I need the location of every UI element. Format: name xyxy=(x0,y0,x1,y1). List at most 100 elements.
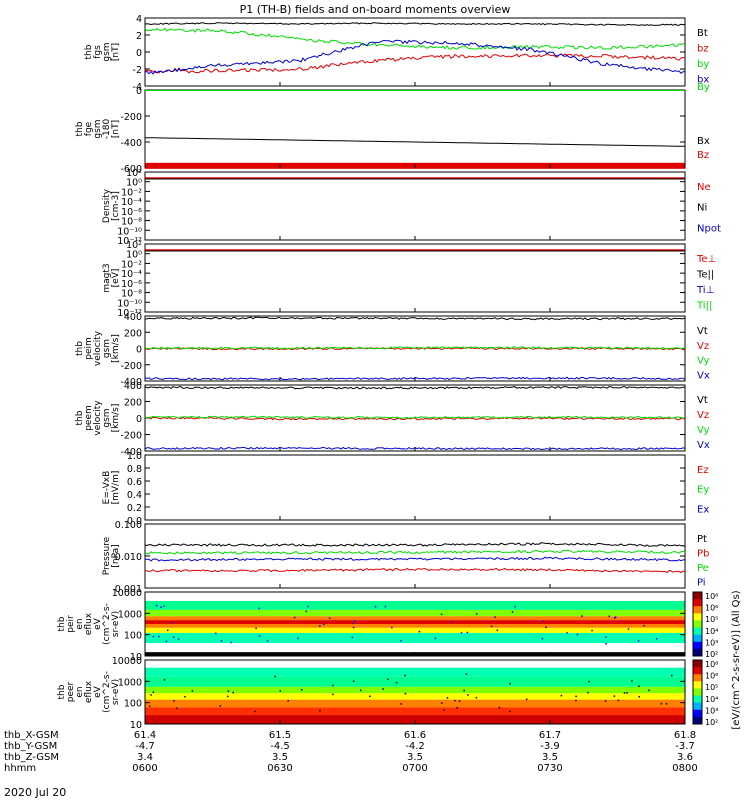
colorbar-1-tick-3: 10⁴ xyxy=(705,695,718,704)
panel-3-frame xyxy=(144,243,686,313)
panel-7: Pressure [nPa] 0.100 0.010 0.001 Pt Pb Pe Pi xyxy=(102,520,709,595)
band-9-2 xyxy=(145,676,685,687)
speck-8-24 xyxy=(323,623,325,626)
speck-8-50 xyxy=(494,616,496,618)
panel-1-frame xyxy=(144,89,686,169)
panel-0-ylabel-3: [nT] xyxy=(111,43,121,61)
panel-2-frame xyxy=(144,171,686,241)
colorbar-0-seg-3 xyxy=(693,613,702,621)
xaxis-row-label-2: thb_Z-GSM xyxy=(4,752,59,763)
speck-9-24 xyxy=(648,689,650,692)
speck-9-44 xyxy=(456,707,458,709)
series-5-Vt xyxy=(144,386,686,390)
speck-9-47 xyxy=(176,707,178,710)
series-7-Pb xyxy=(145,567,686,574)
speck-8-47 xyxy=(541,637,544,640)
speck-9-11 xyxy=(631,680,633,682)
xaxis-row-1-value-0: -4.7 xyxy=(135,741,155,752)
panel-9-ylabel-0: thb xyxy=(57,684,67,699)
panel-1-ylabel-3: -180 xyxy=(102,119,112,140)
colorbar-0-tick-5: 10² xyxy=(705,650,718,659)
ytick-9-3: 10 xyxy=(130,720,142,731)
ytick-1-0: 0 xyxy=(136,86,142,97)
speck-8-54 xyxy=(591,629,593,632)
panel-0: thb fgs gsm [nT] 4 2 0 -2 -4 Bt bz by bx xyxy=(84,14,709,93)
legend-4-Vx: Vx xyxy=(697,370,710,381)
speck-9-15 xyxy=(665,703,668,705)
xaxis-row-3-value-4: 0800 xyxy=(672,763,697,774)
ytick-6-2: 0.6 xyxy=(127,477,142,488)
ytick-3-5: 10⁻⁸ xyxy=(121,289,142,300)
ytick-3-2: 10⁻² xyxy=(121,259,142,270)
legend-5-Vt: Vt xyxy=(697,395,708,406)
speck-9-40 xyxy=(670,674,673,677)
speck-9-30 xyxy=(458,700,461,702)
speck-8-44 xyxy=(566,632,568,634)
speck-8-56 xyxy=(305,610,308,613)
speck-8-21 xyxy=(400,639,402,642)
speck-9-19 xyxy=(219,705,222,707)
ytick-2-4: 10⁻⁶ xyxy=(121,207,142,218)
colorbar-0-seg-6 xyxy=(693,634,702,643)
date-label: 2020 Jul 20 xyxy=(4,786,66,799)
speck-9-57 xyxy=(254,710,256,713)
series-4-Vy xyxy=(144,346,686,350)
panel-4-ylabel-2: velocity xyxy=(93,330,103,366)
speck-8-40 xyxy=(297,637,299,640)
ytick-3-0: 10² xyxy=(126,240,142,251)
panel-7-frame xyxy=(144,523,686,589)
panel-0-ylabel-0: thb xyxy=(84,44,94,59)
panel-8-ylabel-5: (cm^2-s- xyxy=(102,603,112,645)
panel-1: thb fge gsm -180 [nT] 0 -200 -400 -600 By Bx Bz xyxy=(75,82,710,175)
ytick-5-1: 200 xyxy=(124,398,142,409)
panel-5-ylabel-1: peem xyxy=(84,405,94,431)
colorbar-0-tick-2: 10⁵ xyxy=(705,615,718,624)
xaxis-row-0-value-1: 61.5 xyxy=(269,730,291,741)
speck-9-22 xyxy=(463,689,465,692)
ytick-2-0: 10² xyxy=(126,168,142,179)
colorbar-0-tick-1: 10⁶ xyxy=(705,604,718,613)
panel-8-ylabel-2: en xyxy=(75,618,85,629)
panel-9-ylabel-4: eV xyxy=(93,685,103,698)
xaxis-row-label-0: thb_X-GSM xyxy=(4,730,59,741)
panel-1-ylabel-2: gsm xyxy=(93,119,103,138)
panel-3-ylabel-0: magt3 xyxy=(102,263,112,292)
colorbar-1-seg-5 xyxy=(693,695,702,704)
ytick-2-2: 10⁻² xyxy=(121,187,142,198)
ytick-6-5: 0.0 xyxy=(127,516,142,527)
band-9-4 xyxy=(145,693,685,700)
panel-6-frame xyxy=(144,454,686,521)
legend-3-Ti⊥: Ti⊥ xyxy=(696,285,714,296)
speck-8-48 xyxy=(293,616,296,619)
colorbar-1-tick-5: 10² xyxy=(705,718,718,727)
xaxis-row-3-value-1: 0630 xyxy=(267,763,292,774)
colorbar-1-seg-3 xyxy=(693,681,702,689)
speck-9-54 xyxy=(454,699,456,702)
legend-7-Pt: Pt xyxy=(697,534,707,545)
speck-8-49 xyxy=(352,622,354,625)
ytick-4-4: -400 xyxy=(120,377,142,388)
panel-6-ylabel-0: E=-VxB xyxy=(102,471,112,505)
legend-0-bz: bz xyxy=(697,44,709,55)
legend-0-by: by xyxy=(697,59,709,70)
legend-5-Vy: Vy xyxy=(697,425,710,436)
speck-8-35 xyxy=(655,638,658,640)
colorbar-0-tick-4: 10³ xyxy=(705,638,718,647)
colorbar-0-seg-0 xyxy=(693,592,702,600)
speck-9-37 xyxy=(287,699,290,702)
ytick-0-3: -2 xyxy=(133,65,142,76)
xaxis-row-1-value-1: -4.5 xyxy=(270,741,290,752)
speck-8-20 xyxy=(351,636,354,639)
xaxis-row-2-value-0: 3.4 xyxy=(137,752,153,763)
colorbar-1-tick-4: 10³ xyxy=(705,706,718,715)
speck-9-23 xyxy=(575,699,577,702)
speck-9-56 xyxy=(465,673,468,675)
ytick-0-4: -4 xyxy=(133,82,142,93)
series-4-Vt xyxy=(144,316,686,321)
ytick-5-0: 400 xyxy=(124,381,142,392)
speck-9-55 xyxy=(163,679,166,681)
ytick-4-0: 400 xyxy=(124,312,142,323)
ytick-0-0: 4 xyxy=(136,14,142,25)
panel-3: magt3 [eV] 10²10⁰10⁻²10⁻⁴10⁻⁶10⁻⁸10⁻¹⁰10⁻¹… xyxy=(102,240,716,319)
speck-9-39 xyxy=(352,680,355,682)
